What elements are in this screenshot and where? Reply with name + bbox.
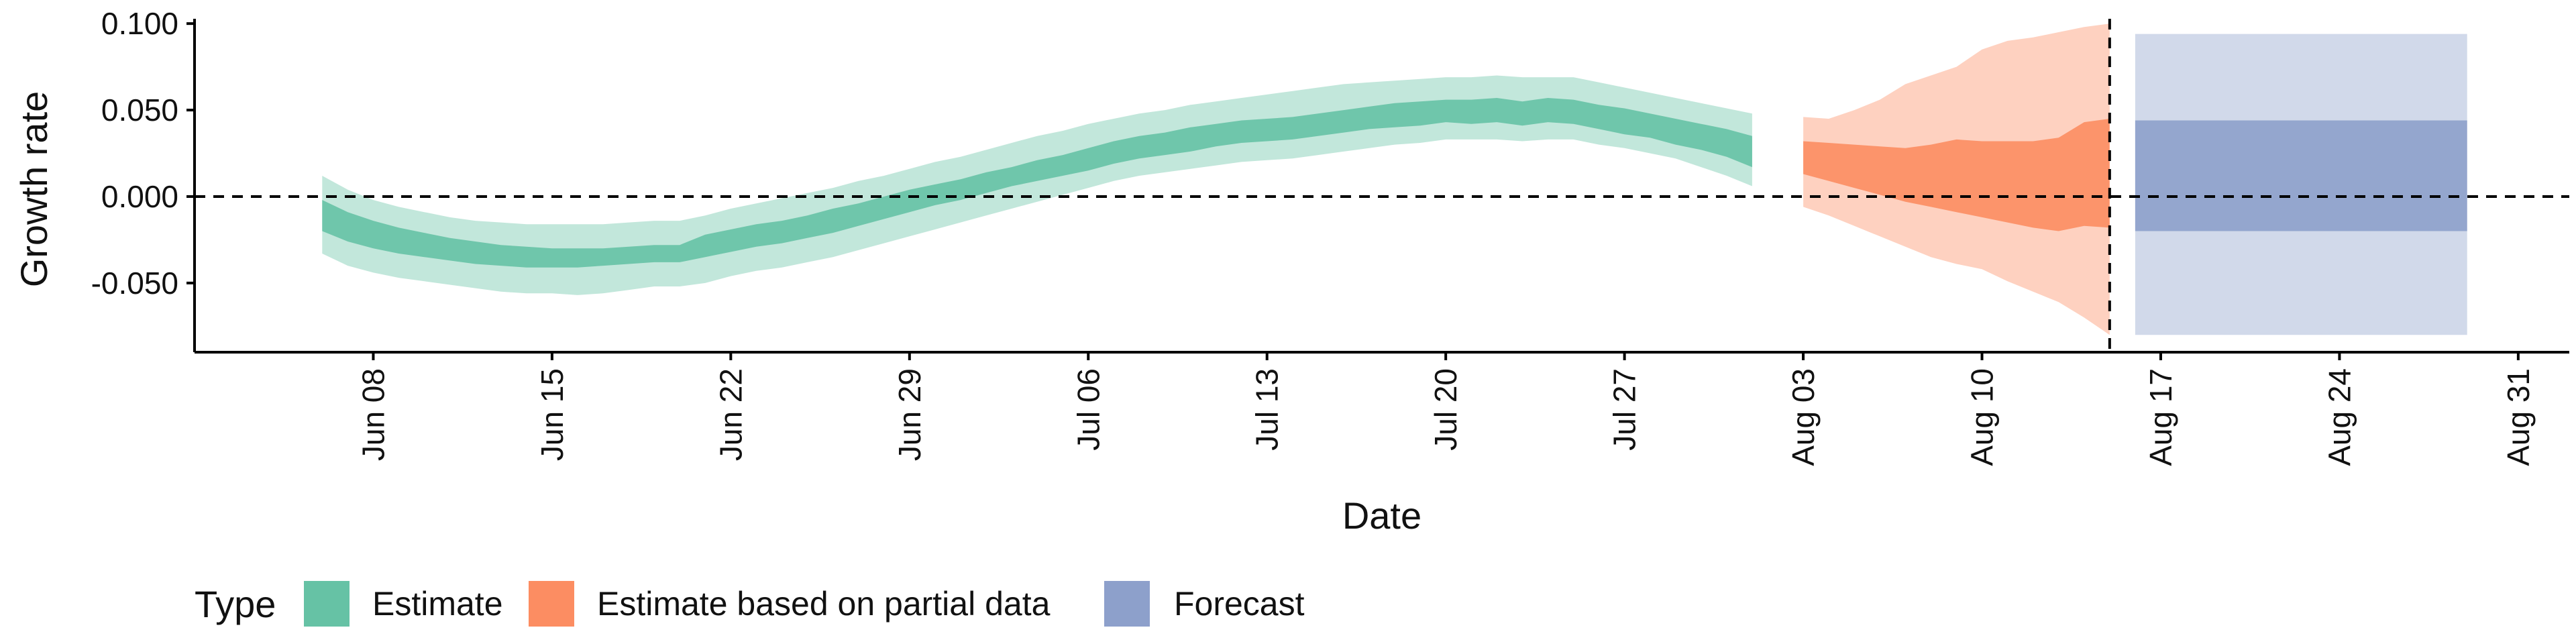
x-tick-label: Jul 06 [1071,368,1106,451]
x-tick-label: Jul 13 [1250,368,1285,451]
legend: Type Estimate Estimate based on partial d… [195,581,1305,627]
legend-title: Type [195,583,276,625]
y-tick-label: 0.000 [101,179,178,214]
x-axis-title: Date [1342,494,1421,537]
estimate-based-on-partial-data-inner-band [1803,119,2110,231]
x-tick-label: Jul 20 [1428,368,1463,451]
x-tick-label: Jun 08 [356,368,390,461]
y-tick-label: 0.100 [101,6,178,41]
legend-label-estimate: Estimate [372,585,503,623]
axes: -0.050 0.000 0.050 0.100 Jun 08 Jun 15 Jun 22 J… [91,6,2569,466]
legend-key-estimate [304,581,350,627]
legend-key-forecast [1104,581,1150,627]
x-tick-label: Aug 17 [2143,368,2178,466]
x-tick-label: Aug 03 [1786,368,1821,466]
x-tick-label: Jun 22 [713,368,748,461]
uncertainty-bands [322,23,2467,335]
y-tick-label: 0.050 [101,93,178,127]
x-tick-label: Jun 29 [892,368,927,461]
legend-label-forecast: Forecast [1174,585,1305,623]
estimate-inner-band [322,98,1752,268]
x-tick-label: Jun 15 [535,368,570,461]
forecast-inner-band [2135,120,2467,231]
y-tick-label: -0.050 [91,266,178,301]
estimate-outer-band [322,75,1752,295]
legend-label-estimate-based-on-partial-data: Estimate based on partial data [597,585,1051,623]
x-tick-label: Jul 27 [1607,368,1642,451]
y-axis-title: Growth rate [13,91,55,288]
x-tick-label: Aug 10 [1965,368,2000,466]
x-tick-label: Aug 31 [2501,368,2536,466]
x-tick-label: Aug 24 [2322,368,2357,466]
legend-key-estimate-based-on-partial-data [529,581,574,627]
reference-lines [195,19,2569,352]
